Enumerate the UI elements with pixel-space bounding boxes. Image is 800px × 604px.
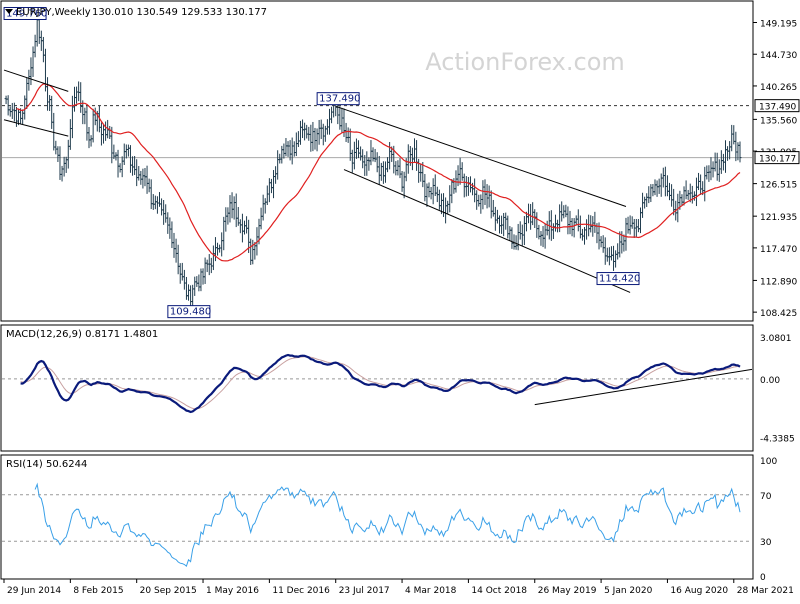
x-tick-label: 11 Dec 2016 xyxy=(272,586,330,596)
price-axis-tag-text: 137.490 xyxy=(759,103,796,113)
price-layer: 149.760 137.490 109.480 114.420 xyxy=(2,6,752,319)
y-tick-label: 121.935 xyxy=(760,213,797,223)
y-tick-label: 126.515 xyxy=(760,181,797,191)
watermark: ActionForex.com xyxy=(425,48,625,76)
ohlc-values: 130.010 130.549 129.533 130.177 xyxy=(92,7,267,18)
symbol-label: EURJPY,Weekly xyxy=(16,7,91,18)
price-label-text: 109.480 xyxy=(170,307,211,318)
rsi-layer xyxy=(2,482,752,567)
price-axis-tag: 137.490 xyxy=(754,99,800,113)
x-tick-label: 5 Jan 2020 xyxy=(604,586,652,596)
macd-layer xyxy=(2,353,753,414)
moving-average-line xyxy=(16,83,741,262)
macd-panel xyxy=(0,324,754,452)
wedge-lower-line xyxy=(3,119,69,137)
price-axis-tag-box xyxy=(754,99,800,113)
x-tick-label: 8 Feb 2015 xyxy=(73,586,123,596)
x-tick-label: 4 Mar 2018 xyxy=(405,586,457,596)
y-tick-label: 112.890 xyxy=(760,277,797,287)
x-tick-label: 20 Sep 2015 xyxy=(140,586,197,596)
rsi-tick-label: 0 xyxy=(760,573,766,583)
x-tick-label: 23 Jul 2017 xyxy=(339,586,390,596)
price-label: 137.490 xyxy=(316,92,360,106)
y-tick-label: 117.470 xyxy=(760,245,797,255)
x-tick-label: 28 Mar 2021 xyxy=(737,586,794,596)
price-label: 149.760 xyxy=(3,6,47,20)
price-bar xyxy=(738,141,742,163)
price-label-box xyxy=(3,6,47,20)
rsi-panel xyxy=(0,454,754,580)
price-label-text: 114.420 xyxy=(599,274,640,285)
y-tick-label: 149.195 xyxy=(760,20,797,30)
x-tick-label: 14 Oct 2018 xyxy=(471,586,527,596)
x-tick-label: 1 May 2016 xyxy=(206,586,259,596)
collapse-triangle-icon[interactable] xyxy=(5,9,13,14)
price-axis-tag-text: 130.177 xyxy=(759,155,796,165)
y-tick-label: 140.265 xyxy=(760,83,797,93)
macd-tick-label: 0.00 xyxy=(760,376,780,386)
price-axis-tag-box xyxy=(754,151,800,165)
price-label-box xyxy=(316,92,360,106)
price-label: 109.480 xyxy=(167,305,211,319)
channel-lower-line xyxy=(343,169,631,293)
macd-tick-label: 3.0801 xyxy=(760,334,792,344)
price-axis-tag: 130.177 xyxy=(754,151,800,165)
price-label: 114.420 xyxy=(596,272,640,286)
channel-upper-line xyxy=(335,105,627,207)
axis-layer: 149.195144.730140.265135.560131.095126.5… xyxy=(3,20,800,596)
rsi-tick-label: 70 xyxy=(760,492,772,502)
macd-tick-label: -4.3385 xyxy=(760,435,795,445)
rsi-tick-label: 100 xyxy=(760,457,777,467)
macd-line xyxy=(20,353,741,414)
wedge-upper-line xyxy=(3,69,69,92)
rsi-tick-label: 30 xyxy=(760,538,772,548)
price-label-box xyxy=(596,272,640,286)
y-tick-label: 144.730 xyxy=(760,51,797,61)
macd-title: MACD(12,26,9) 0.8171 1.4801 xyxy=(6,329,158,340)
price-label-text: 137.490 xyxy=(319,94,360,105)
price-label-text: 149.760 xyxy=(6,8,47,19)
x-tick-label: 26 May 2019 xyxy=(538,586,597,596)
rsi-title: RSI(14) 50.6244 xyxy=(6,459,87,470)
y-tick-label: 108.425 xyxy=(760,309,797,319)
rsi-line xyxy=(34,482,741,567)
x-tick-label: 29 Jun 2014 xyxy=(7,586,61,596)
price-label-box xyxy=(167,305,211,319)
y-tick-label: 135.560 xyxy=(760,116,797,126)
x-tick-label: 16 Aug 2020 xyxy=(670,586,728,596)
macd-trend-line xyxy=(534,368,753,406)
